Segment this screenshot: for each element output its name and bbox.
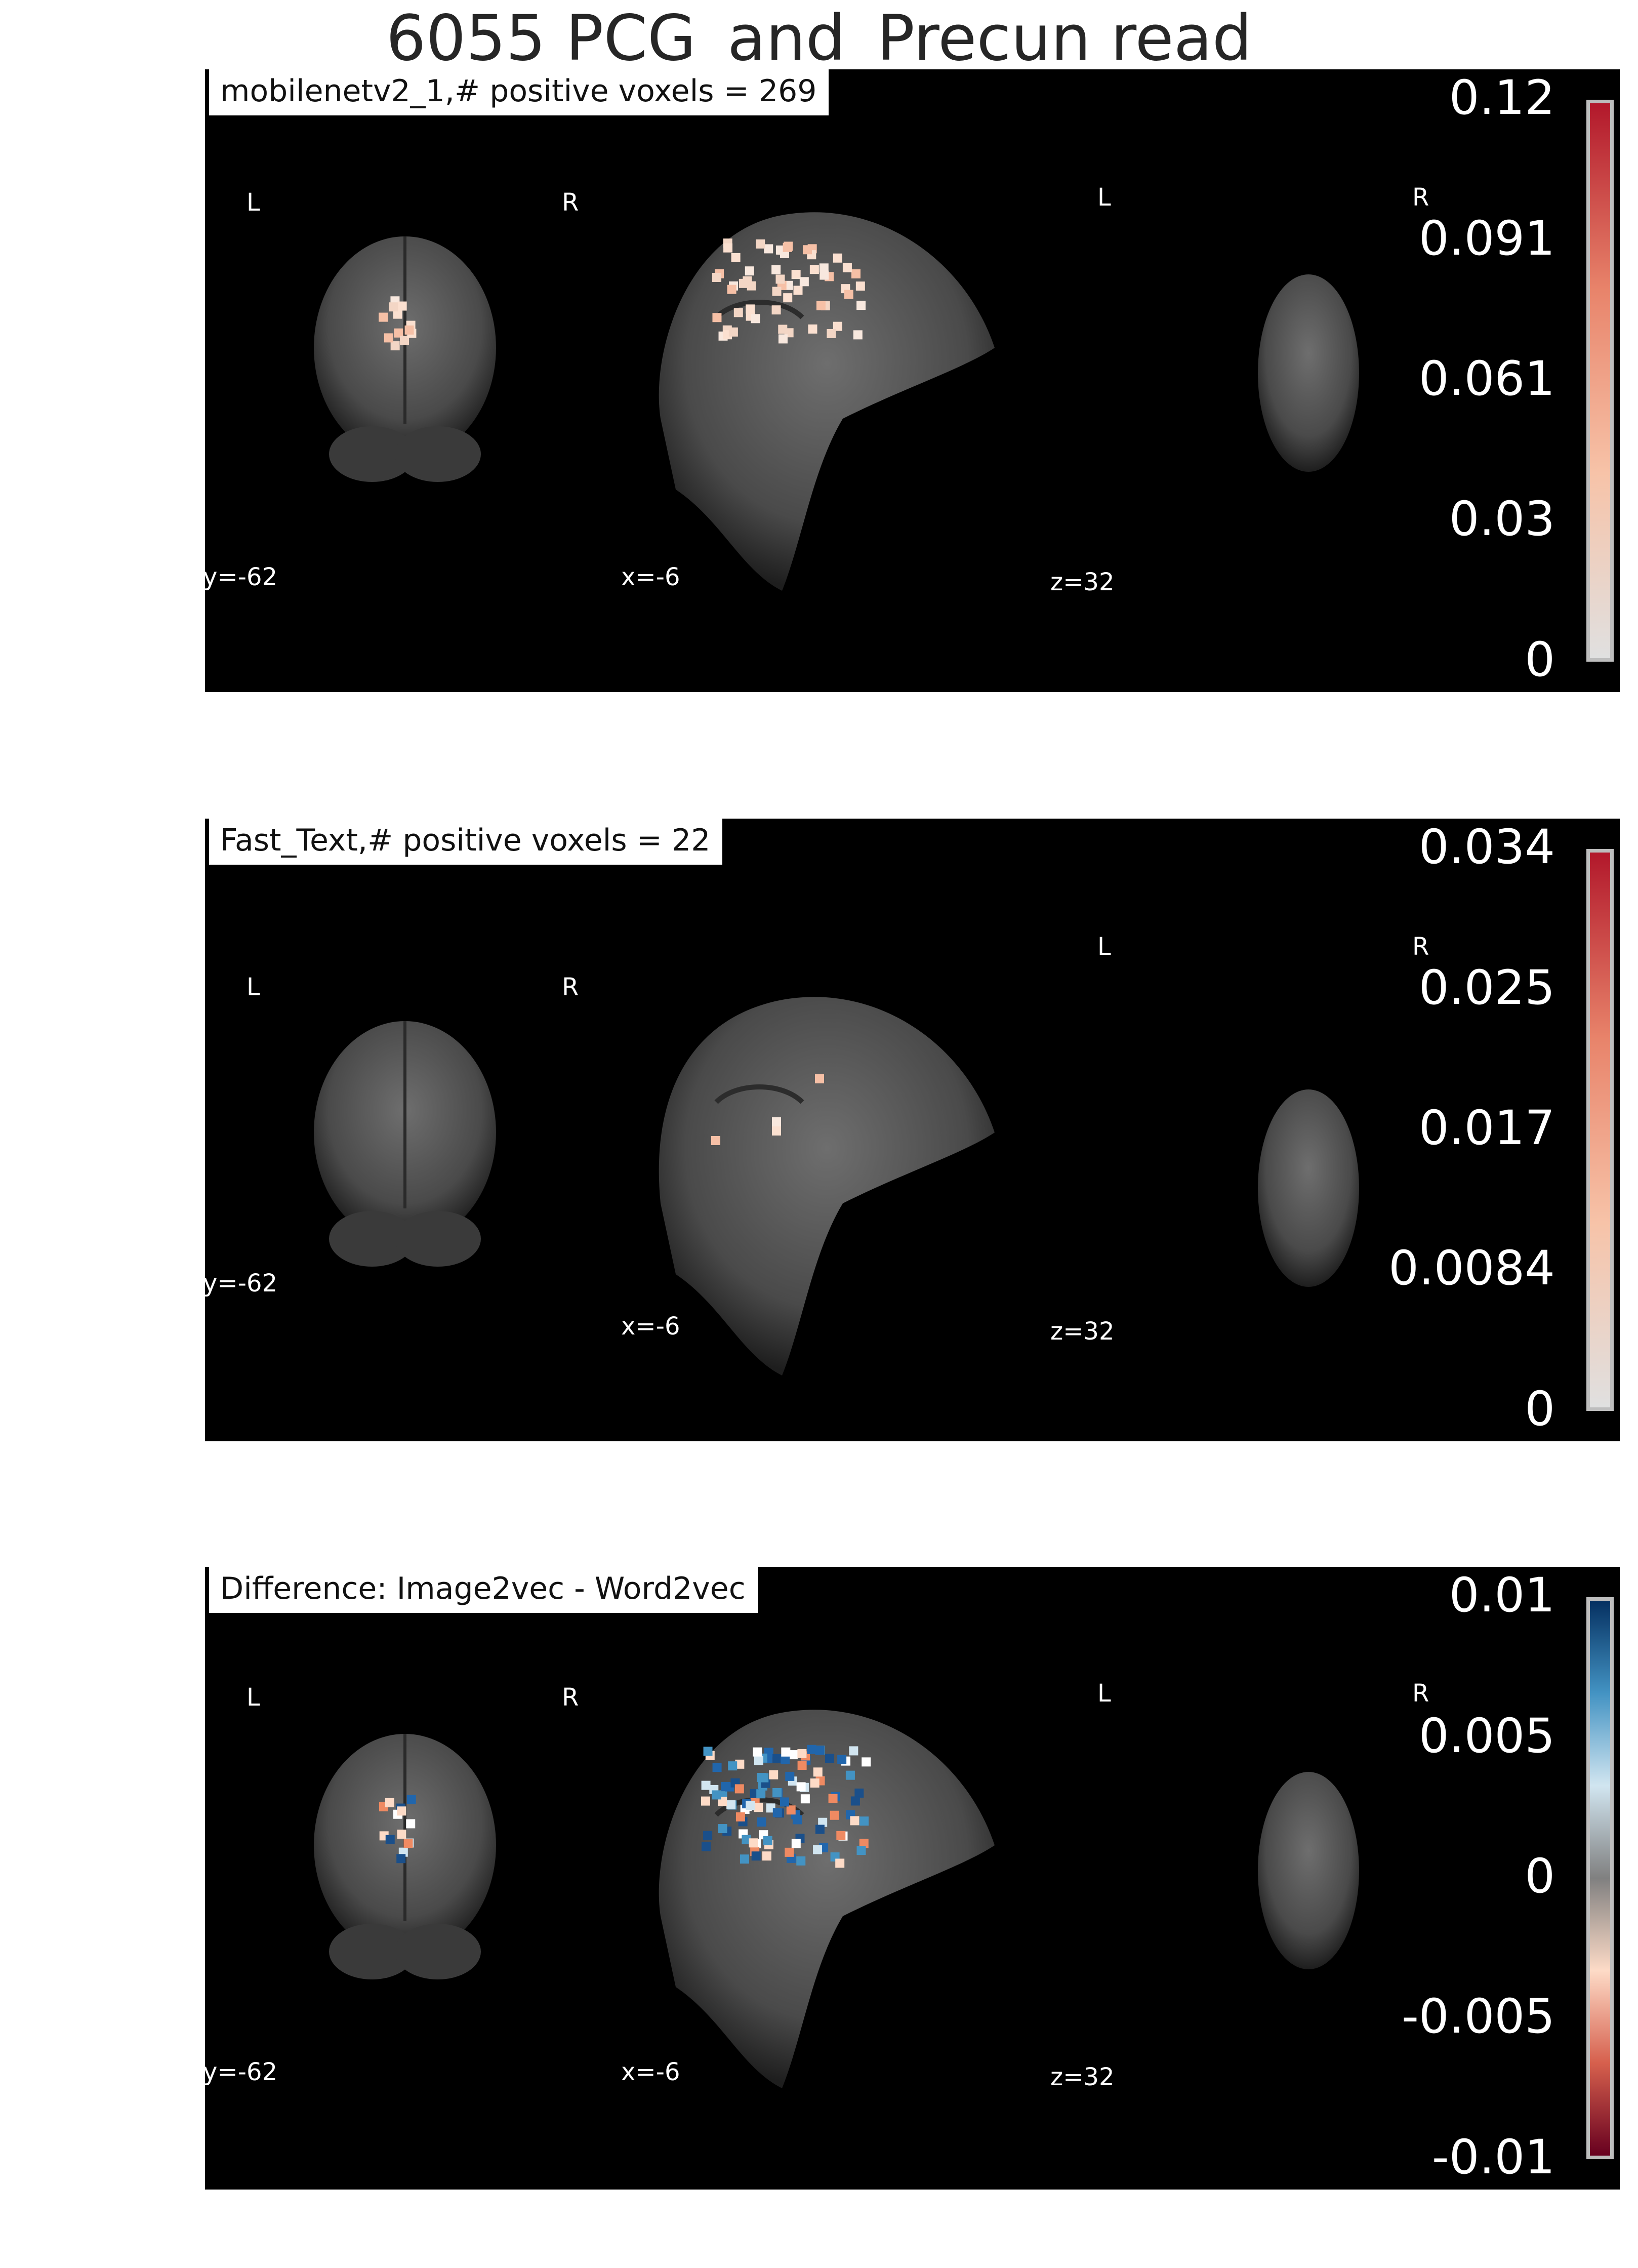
colorbar-tick-label: -0.005 — [1401, 1989, 1555, 2044]
panel-difference: Difference: Image2vec - Word2vec L R L R… — [205, 1567, 1620, 2190]
brain-slices-image — [314, 1710, 1359, 2088]
axial-left-label: L — [1097, 183, 1111, 212]
colorbar-tick-label: -0.01 — [1431, 2130, 1555, 2185]
brain-slices-image — [314, 997, 1359, 1375]
sagittal-coordinate: x=-6 — [621, 1312, 680, 1341]
colorbar-tick-label: 0.005 — [1418, 1709, 1555, 1764]
colorbar-tick-label: 0.091 — [1418, 211, 1555, 266]
sagittal-coordinate: x=-6 — [621, 2058, 680, 2086]
panel-label: mobilenetv2_1,# positive voxels = 269 — [209, 69, 829, 115]
colorbar-tick-label: 0.12 — [1449, 70, 1555, 126]
coronal-left-label: L — [247, 1683, 260, 1712]
colorbar — [1586, 1597, 1614, 2159]
figure-title: 6055 PCG_and_Precun read — [386, 2, 1252, 75]
colorbar-tick-label: 0.0084 — [1388, 1241, 1555, 1296]
panel-mobilenet: mobilenetv2_1,# positive voxels = 269 L … — [205, 69, 1620, 692]
axial-coordinate: z=32 — [1050, 2063, 1115, 2091]
colorbar-tick-label: 0.061 — [1418, 351, 1555, 407]
sagittal-coordinate: x=-6 — [621, 563, 680, 591]
colorbar-tick-label: 0 — [1525, 1849, 1555, 1904]
axial-coordinate: z=32 — [1050, 1317, 1115, 1346]
colorbar-tick-label: 0.025 — [1418, 960, 1555, 1016]
axial-right-label: R — [1412, 933, 1429, 961]
colorbar — [1586, 849, 1614, 1411]
colorbar-tick-label: 0.034 — [1418, 820, 1555, 875]
colorbar — [1586, 100, 1614, 662]
coronal-left-label: L — [247, 973, 260, 1001]
colorbar-tick-label: 0.01 — [1449, 1568, 1555, 1623]
axial-left-label: L — [1097, 933, 1111, 961]
brain-slices-image — [314, 212, 1359, 591]
axial-left-label: L — [1097, 1679, 1111, 1708]
axial-right-label: R — [1412, 1679, 1429, 1708]
coronal-coordinate: y=-62 — [205, 2058, 278, 2086]
colorbar-tick-label: 0 — [1525, 1382, 1555, 1437]
coronal-right-label: R — [562, 973, 579, 1001]
axial-coordinate: z=32 — [1050, 568, 1115, 596]
colorbar-tick-label: 0 — [1525, 632, 1555, 687]
coronal-right-label: R — [562, 188, 579, 217]
panel-label: Difference: Image2vec - Word2vec — [209, 1567, 758, 1613]
panel-label: Fast_Text,# positive voxels = 22 — [209, 819, 723, 865]
coronal-right-label: R — [562, 1683, 579, 1712]
axial-right-label: R — [1412, 183, 1429, 212]
colorbar-tick-label: 0.017 — [1418, 1101, 1555, 1156]
panel-fasttext: Fast_Text,# positive voxels = 22 L R L R… — [205, 819, 1620, 1441]
coronal-coordinate: y=-62 — [205, 1269, 278, 1298]
coronal-coordinate: y=-62 — [205, 563, 278, 591]
colorbar-tick-label: 0.03 — [1449, 492, 1555, 547]
coronal-left-label: L — [247, 188, 260, 217]
